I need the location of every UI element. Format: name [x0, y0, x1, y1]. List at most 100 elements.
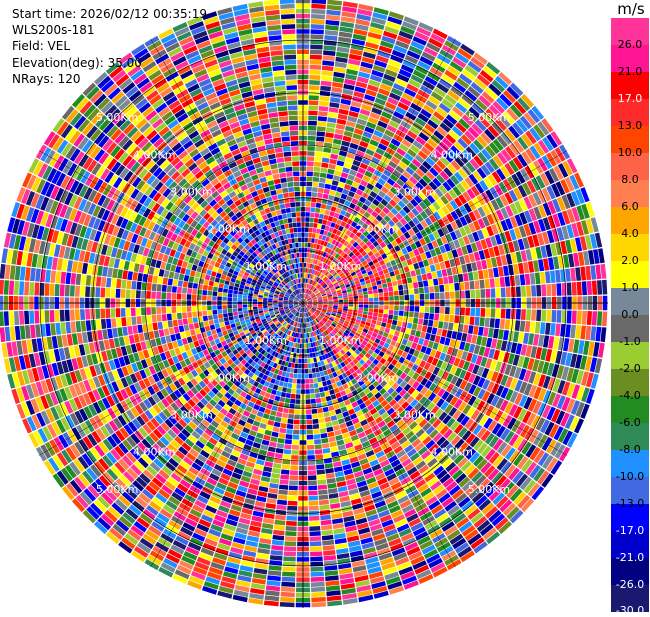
velocity-gate	[389, 310, 394, 315]
velocity-gate	[270, 550, 283, 556]
velocity-gate	[505, 276, 511, 286]
velocity-gate	[294, 415, 300, 420]
velocity-gate	[297, 348, 300, 353]
velocity-gate	[500, 319, 506, 329]
velocity-gate	[280, 597, 295, 602]
velocity-gate	[348, 297, 353, 300]
velocity-gate	[308, 465, 316, 470]
velocity-gate	[301, 328, 303, 333]
velocity-gate	[315, 388, 320, 393]
velocity-gate	[319, 214, 324, 219]
velocity-gate	[418, 338, 424, 345]
velocity-gate	[359, 305, 364, 308]
velocity-gate	[483, 269, 489, 279]
velocity-gate	[541, 284, 546, 296]
velocity-gate	[283, 454, 291, 459]
velocity-gate	[310, 389, 315, 394]
velocity-gate	[592, 311, 597, 325]
velocity-gate	[420, 294, 425, 300]
velocity-gate	[266, 503, 276, 509]
velocity-gate	[310, 243, 314, 248]
velocity-gate	[418, 281, 423, 287]
velocity-gate	[378, 289, 383, 293]
velocity-gate	[292, 440, 299, 445]
velocity-gate	[326, 127, 335, 133]
velocity-gate	[268, 446, 276, 452]
velocity-gate	[405, 328, 411, 334]
velocity-gate	[307, 435, 314, 440]
velocity-gate	[572, 311, 577, 324]
velocity-gate	[306, 343, 309, 348]
velocity-gate	[420, 306, 425, 312]
velocity-gate	[595, 327, 601, 342]
velocity-gate	[325, 468, 334, 474]
velocity-gate	[314, 218, 319, 223]
velocity-gate	[333, 77, 344, 83]
velocity-gate	[297, 343, 300, 348]
velocity-gate	[384, 305, 389, 309]
velocity-gate	[274, 520, 285, 526]
velocity-gate	[319, 500, 329, 506]
velocity-gate	[404, 334, 410, 340]
velocity-gate	[521, 286, 526, 297]
velocity-gate	[567, 311, 572, 324]
velocity-gate	[308, 121, 317, 126]
velocity-gate	[291, 389, 296, 394]
velocity-gate	[582, 281, 587, 295]
velocity-gate	[440, 292, 445, 299]
velocity-gate	[289, 480, 298, 485]
velocity-gate	[298, 364, 301, 369]
velocity-gate	[317, 408, 323, 413]
velocity-gate	[321, 204, 327, 209]
velocity-gate	[311, 567, 324, 572]
velocity-gate	[292, 358, 296, 363]
velocity-gate	[367, 315, 372, 319]
velocity-gate	[300, 339, 302, 344]
velocity-gate	[409, 264, 415, 271]
velocity-gate	[322, 540, 334, 546]
velocity-gate	[309, 80, 320, 85]
velocity-gate	[332, 82, 343, 88]
velocity-gate	[493, 267, 499, 277]
velocity-gate	[334, 430, 341, 436]
velocity-gate	[264, 600, 279, 606]
velocity-gate	[273, 463, 282, 469]
velocity-gate	[305, 384, 309, 389]
velocity-gate	[310, 212, 315, 217]
velocity-gate	[317, 126, 326, 131]
velocity-gate	[384, 310, 389, 314]
velocity-gate	[326, 10, 341, 16]
velocity-gate	[278, 495, 288, 500]
velocity-gate	[409, 289, 414, 295]
velocity-gate	[321, 530, 333, 536]
velocity-gate	[329, 493, 339, 499]
velocity-gate	[515, 320, 521, 331]
velocity-gate	[317, 224, 322, 229]
velocity-gate	[318, 111, 328, 116]
velocity-gate	[379, 305, 384, 309]
velocity-gate	[389, 296, 394, 301]
velocity-gate	[464, 316, 469, 324]
velocity-gate	[368, 290, 373, 294]
velocity-gate	[392, 320, 397, 325]
velocity-gate	[413, 336, 419, 343]
velocity-gate	[333, 72, 345, 78]
velocity-gate	[449, 284, 454, 292]
velocity-gate	[311, 202, 316, 207]
velocity-gate	[293, 435, 300, 440]
velocity-gate	[311, 572, 324, 577]
velocity-gate	[316, 203, 321, 208]
velocity-gate	[309, 501, 319, 506]
velocity-gate	[310, 536, 322, 541]
velocity-gate	[374, 309, 379, 313]
velocity-gate	[470, 290, 475, 299]
velocity-gate	[319, 96, 329, 102]
velocity-gate	[434, 285, 439, 292]
velocity-gate	[322, 66, 334, 72]
velocity-gate	[379, 309, 384, 313]
velocity-gate	[425, 266, 431, 273]
velocity-gate	[322, 381, 327, 386]
velocity-gate	[319, 495, 329, 500]
velocity-gate	[280, 479, 289, 484]
velocity-gate	[369, 294, 374, 298]
